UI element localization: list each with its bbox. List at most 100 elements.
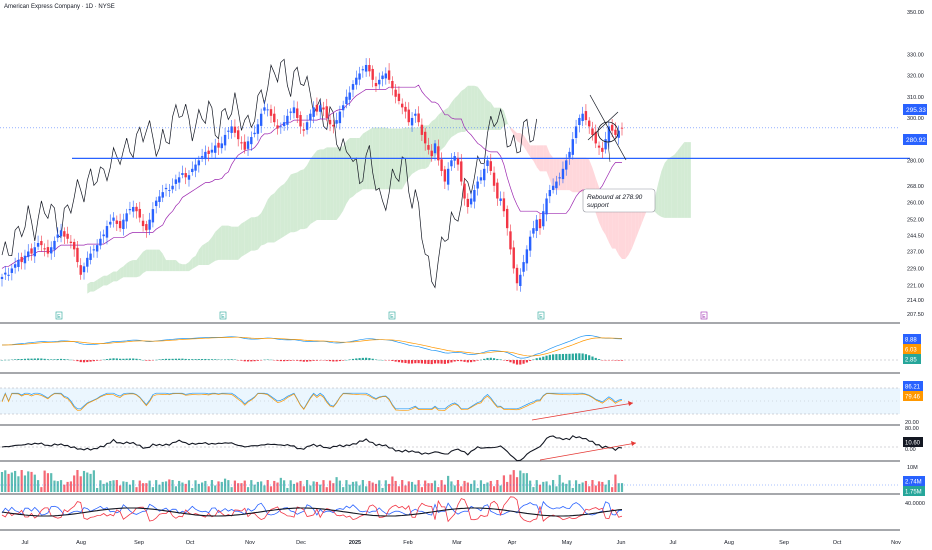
stoch-trend-arrow[interactable] <box>531 402 634 421</box>
macd-histogram-bar <box>43 358 46 360</box>
candle-body <box>227 130 230 132</box>
volume-bar <box>263 485 266 492</box>
cloud-segment <box>576 157 580 193</box>
candle-body <box>76 247 79 263</box>
cloud-segment <box>97 277 101 290</box>
candle-body <box>325 106 328 118</box>
annotation-callout[interactable]: Rebound at 278.90 support <box>582 188 656 213</box>
svg-text:10M: 10M <box>907 465 918 471</box>
macd-histogram-bar <box>276 360 279 361</box>
macd-histogram-bar <box>279 360 282 362</box>
volume-bar <box>433 480 437 492</box>
macd-line <box>1 335 623 359</box>
macd-histogram-bar <box>105 359 109 360</box>
macd-histogram-bar <box>404 360 407 364</box>
current-price-tag[interactable]: 295.33 <box>903 104 927 115</box>
volume-bar <box>312 481 315 492</box>
candle-body <box>305 122 309 130</box>
cloud-segment <box>408 127 413 179</box>
candle-body <box>483 168 486 181</box>
stochastic-rsi-pane[interactable] <box>0 387 900 421</box>
support-price-tag[interactable]: 280.92 <box>903 134 927 145</box>
volume-bar <box>335 477 338 492</box>
candle-body <box>591 128 594 135</box>
candle-body <box>358 73 361 80</box>
volume-bar <box>571 487 574 492</box>
cloud-segment <box>526 140 531 157</box>
macd-pane[interactable] <box>0 335 900 365</box>
cloud-segment <box>166 260 170 272</box>
volume-bar <box>581 482 584 492</box>
volume-bar <box>260 481 263 492</box>
cloud-segment <box>129 260 134 278</box>
volume-bar <box>515 477 519 492</box>
macd-histogram-bar <box>145 360 148 361</box>
cloud-segment <box>231 226 235 260</box>
volume-bar <box>512 470 515 492</box>
momentum-pane[interactable] <box>0 435 900 462</box>
volume-bar <box>371 482 374 492</box>
volume-bar <box>207 486 210 492</box>
macd-histogram-bar <box>210 359 214 360</box>
candle-body <box>154 200 158 207</box>
candle-body <box>200 156 204 158</box>
macd-histogram-bar <box>538 357 542 360</box>
macd-histogram-bar <box>246 360 250 362</box>
candle-body <box>417 113 420 123</box>
candle-body <box>469 198 473 205</box>
cloud-segment <box>202 243 206 265</box>
macd-histogram-bar <box>187 359 191 360</box>
cloud-segment <box>257 213 262 250</box>
macd-histogram-bar <box>466 360 469 363</box>
macd-histogram-bar <box>561 353 565 360</box>
volume-bar <box>253 484 256 492</box>
volume-bar <box>489 480 492 492</box>
candle-body <box>519 274 522 286</box>
time-axis[interactable]: Jul Aug Sep Oct Nov Dec 2025 Feb Mar Apr May Jun Jul… <box>21 540 901 546</box>
candle-body <box>128 209 132 211</box>
cloud-segment <box>162 253 167 272</box>
macd-histogram-bar <box>302 360 305 362</box>
candle-body <box>571 139 574 155</box>
time-tick-label: Jul <box>21 540 28 546</box>
volume-bar <box>69 481 72 492</box>
volume-bar <box>351 481 355 492</box>
volume-bar <box>237 483 240 492</box>
candle-body <box>197 160 201 166</box>
candle-body <box>302 129 305 131</box>
volume-bar <box>591 480 594 492</box>
earnings-marker[interactable] <box>219 311 227 320</box>
cloud-segment <box>546 145 550 180</box>
macd-value-tags: 8.88 6.03 2.85 <box>903 334 921 364</box>
cloud-segment <box>211 231 216 263</box>
volume-bar <box>410 481 414 492</box>
cloud-segment <box>533 145 537 168</box>
macd-histogram-bar <box>565 353 568 360</box>
price-tick-label: 252.00 <box>907 218 924 224</box>
time-tick-label: Aug <box>76 540 86 546</box>
time-tick-label: Aug <box>724 540 734 546</box>
macd-histogram-bar <box>584 354 588 360</box>
volume-bar <box>499 485 502 492</box>
macd-histogram-bar <box>96 360 99 361</box>
cloud-segment <box>284 179 288 237</box>
wedge-pattern[interactable] <box>587 94 627 163</box>
earnings-marker[interactable] <box>388 311 396 320</box>
macd-histogram-bar <box>161 359 164 360</box>
candle-body <box>512 247 515 269</box>
candle-body <box>476 181 479 189</box>
earnings-marker[interactable] <box>55 311 63 320</box>
earnings-marker[interactable] <box>537 311 545 320</box>
macd-histogram-bar <box>86 360 89 363</box>
candle-body <box>568 151 571 158</box>
price-axis[interactable]: 350.00330.00320.00310.00300.00290.00280.… <box>907 10 924 318</box>
earnings-marker[interactable] <box>700 311 708 320</box>
volume-bar <box>141 483 145 492</box>
volume-pane[interactable] <box>0 470 900 492</box>
momentum-trend-arrow[interactable] <box>539 442 637 461</box>
macd-histogram-bar <box>456 360 460 362</box>
volume-bar <box>210 480 214 492</box>
dmi-pane[interactable] <box>1 496 623 523</box>
